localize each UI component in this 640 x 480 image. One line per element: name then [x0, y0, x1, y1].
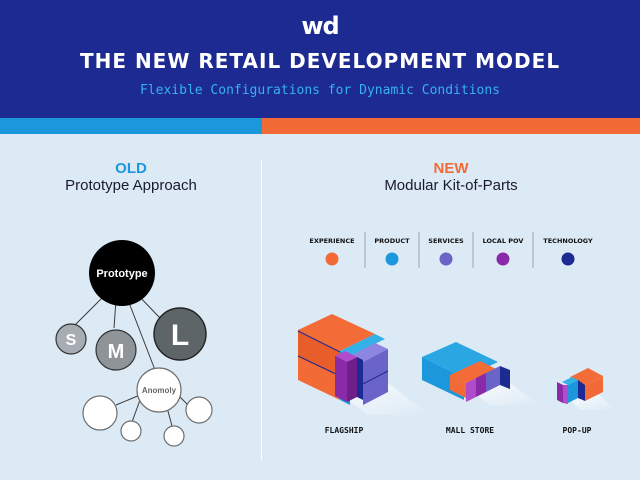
experience-module: [298, 330, 340, 376]
medium-node: [95, 329, 137, 371]
medium-label: M: [108, 341, 125, 363]
local-pov-module: [557, 382, 563, 403]
empty-node: [82, 395, 118, 431]
connector-line: [131, 399, 141, 423]
module-legend: EXPERIENCE PRODUCT SERVICES LOCAL POV TECHNO…: [309, 237, 593, 266]
services-module: [486, 366, 500, 392]
legend-dot: [439, 252, 453, 266]
page-title: THE NEW RETAIL DEVELOPMENT MODEL: [79, 49, 561, 73]
product-module: [568, 380, 578, 403]
old-column-heading: OLD Prototype Approach: [0, 160, 262, 195]
legend-dot: [496, 252, 510, 266]
legend-label: EXPERIENCE: [309, 237, 354, 245]
pop-up-label: POP-UP: [563, 426, 592, 435]
new-tag: NEW: [433, 160, 469, 177]
legend-label: PRODUCT: [374, 237, 410, 245]
small-label: S: [66, 332, 77, 349]
prototype-node: [89, 240, 155, 306]
experience-module: [298, 314, 375, 351]
old-approach-name: Prototype Approach: [65, 177, 197, 194]
new-column-heading: NEW Modular Kit-of-Parts: [262, 160, 640, 195]
pop-up-shadow: [565, 395, 615, 410]
new-approach-name: Modular Kit-of-Parts: [384, 177, 518, 194]
connector-line: [127, 299, 156, 371]
experience-module: [585, 376, 603, 401]
anomaly-label: Anomoly: [142, 386, 177, 395]
local-pov-module: [335, 351, 357, 362]
prototype-label: Prototype: [96, 268, 147, 280]
local-pov-module: [476, 373, 486, 397]
services-module: [350, 343, 388, 362]
flagship-label: FLAGSHIP: [325, 426, 364, 435]
local-pov-module: [563, 385, 568, 404]
mall-store-label: MALL STORE: [446, 426, 494, 435]
pop-up-modules: [557, 368, 615, 410]
header-banner: wd THE NEW RETAIL DEVELOPMENT MODEL Flex…: [0, 0, 640, 118]
local-pov-module: [335, 356, 347, 402]
technology-module: [578, 380, 585, 401]
mall-store-modules: [422, 342, 540, 405]
flagship-modules: [297, 314, 430, 415]
experience-module: [450, 375, 466, 398]
legend-dot: [561, 252, 575, 266]
legend-dot: [385, 252, 399, 266]
legend-label: LOCAL POV: [483, 237, 524, 245]
technology-module: [357, 357, 363, 400]
wd-logo: wd: [301, 12, 339, 40]
legend-dot: [325, 252, 339, 266]
local-pov-module: [466, 378, 476, 402]
product-module: [340, 334, 385, 356]
empty-node: [185, 396, 213, 424]
small-node: [55, 323, 87, 355]
connector-line: [115, 394, 141, 406]
legend-label: TECHNOLOGY: [543, 237, 593, 245]
column-divider: [261, 160, 262, 460]
page-subtitle: Flexible Configurations for Dynamic Cond…: [139, 83, 501, 98]
experience-module: [450, 361, 496, 383]
accent-bar-orange: [262, 118, 640, 134]
legend-label: SERVICES: [428, 237, 464, 245]
empty-node: [163, 425, 185, 447]
local-pov-module: [347, 357, 357, 402]
large-label: L: [171, 319, 189, 352]
accent-bar-blue: [0, 118, 262, 134]
technology-module: [500, 366, 510, 389]
large-node: [153, 307, 207, 361]
anomaly-node: [136, 367, 182, 413]
old-tag: OLD: [115, 160, 147, 177]
product-module: [562, 377, 578, 385]
empty-node: [120, 420, 142, 442]
